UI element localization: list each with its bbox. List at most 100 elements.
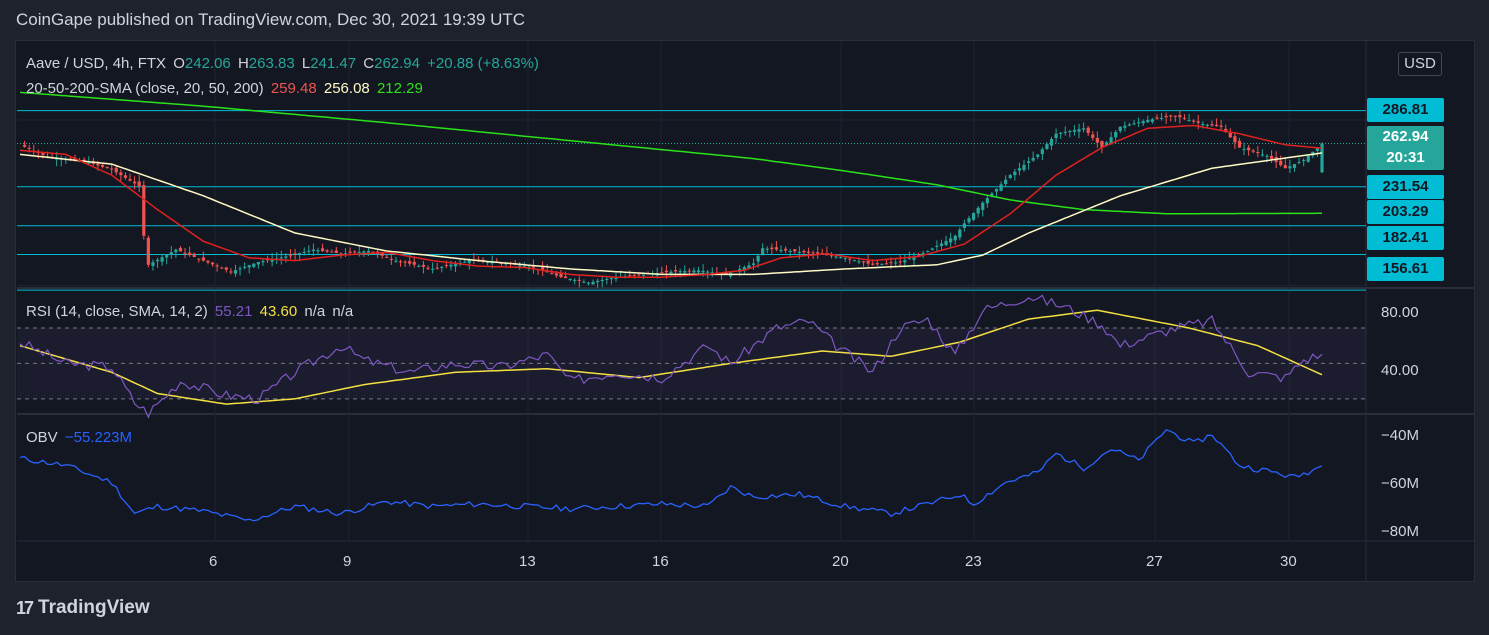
level-tag-5: 156.61 (1367, 257, 1444, 281)
candle-body (1132, 123, 1136, 125)
candle-body (692, 270, 696, 273)
candle-body (967, 218, 971, 223)
candle-body (389, 258, 393, 260)
candle-body (398, 261, 403, 263)
open-value: 242.06 (184, 55, 231, 72)
rsi-label[interactable]: RSI (14, close, SMA, 14, 2) (26, 303, 208, 320)
candle-body (1137, 122, 1141, 124)
sma200-line (19, 91, 1322, 215)
candle-body (1265, 155, 1269, 157)
candle-body (403, 261, 407, 263)
candle-body (357, 251, 361, 253)
publisher-header: CoinGape published on TradingView.com, D… (16, 10, 526, 29)
candle-body (486, 262, 490, 264)
candle-body (444, 264, 448, 266)
symbol-label[interactable]: Aave / USD, 4h, FTX (26, 55, 167, 72)
time-label-20: 20 (832, 553, 849, 570)
candle-body (1068, 130, 1072, 132)
candle-body (1260, 154, 1265, 156)
candle-body (1054, 133, 1058, 139)
candle-body (1210, 124, 1214, 126)
candle-body (188, 252, 192, 256)
candle-body (366, 250, 371, 253)
sma50-value: 256.08 (323, 80, 370, 97)
time-label-13: 13 (519, 553, 536, 570)
candle-body (1292, 164, 1297, 168)
candle-body (1205, 124, 1209, 126)
candle-body (806, 251, 811, 253)
candle-body (1196, 121, 1200, 123)
time-label-6: 6 (209, 553, 218, 570)
candle-body (550, 273, 554, 275)
candle-body (1256, 151, 1260, 154)
candle-body (1123, 125, 1127, 128)
candle-body (394, 260, 398, 262)
rsi-sma-value: 43.60 (259, 303, 298, 320)
candle-body (1173, 115, 1177, 117)
candle-body (1164, 115, 1168, 118)
candle-body (119, 172, 123, 176)
candle-body (238, 268, 242, 270)
candle-body (1095, 138, 1099, 143)
candle-body (1086, 127, 1090, 134)
candle-body (632, 274, 636, 276)
candle-body (1247, 147, 1251, 151)
candle-body (435, 267, 439, 269)
candle-body (793, 249, 797, 252)
candle-body (307, 250, 311, 252)
candle-body (1026, 161, 1031, 163)
candle-body (861, 261, 866, 263)
sma-label[interactable]: 20-50-200-SMA (close, 20, 50, 200) (26, 80, 264, 97)
change-value: +20.88 (+8.63%) (427, 55, 539, 72)
candle-body (1288, 166, 1292, 169)
candle-body (898, 261, 902, 263)
candle-body (1031, 157, 1035, 161)
rsi-line (19, 294, 1323, 419)
obv-label[interactable]: OBV (26, 429, 58, 446)
candle-body (348, 251, 352, 253)
candle-body (412, 261, 416, 265)
candle-body (839, 257, 843, 259)
candle-body (243, 266, 247, 268)
rsi-legend: RSI (14, close, SMA, 14, 2) 55.21 43.60 … (26, 303, 356, 320)
candle-body (385, 256, 389, 258)
low-label: L (301, 55, 311, 72)
level-tag-1: 286.81 (1367, 98, 1444, 122)
candle-body (114, 167, 118, 173)
candle-body (884, 263, 889, 265)
obv-legend: OBV −55.223M (26, 429, 135, 446)
candle-body (261, 261, 265, 263)
candle-body (660, 272, 664, 274)
candle-body (421, 264, 426, 267)
close-value: 262.94 (374, 55, 420, 72)
candle-body (298, 253, 302, 255)
candle-body (1159, 117, 1164, 119)
candle-body (1072, 130, 1077, 132)
chart-frame[interactable] (15, 40, 1475, 582)
candle-body (687, 270, 691, 272)
candle-body (976, 207, 980, 214)
candle-body (1214, 124, 1219, 127)
sma-legend: 20-50-200-SMA (close, 20, 50, 200) 259.4… (26, 80, 426, 97)
candle-body (311, 249, 316, 251)
candle-body (577, 279, 581, 281)
candle-body (921, 252, 925, 254)
candle-body (554, 273, 558, 276)
rsi-axis-40: 40.00 (1381, 362, 1419, 379)
candle-body (568, 279, 572, 281)
currency-button[interactable]: USD (1398, 52, 1442, 76)
candle-body (761, 248, 765, 256)
candle-body (701, 270, 705, 273)
candle-body (339, 253, 343, 255)
sma50-line (19, 152, 1323, 276)
close-label: C (363, 55, 375, 72)
candle-body (669, 271, 673, 274)
candle-body (866, 261, 870, 264)
candle-body (811, 252, 815, 254)
candle-body (559, 273, 563, 278)
candle-body (916, 254, 921, 256)
tradingview-footer[interactable]: 17 TradingView (16, 597, 150, 619)
candle-body (527, 266, 531, 268)
candle-body (664, 270, 669, 273)
